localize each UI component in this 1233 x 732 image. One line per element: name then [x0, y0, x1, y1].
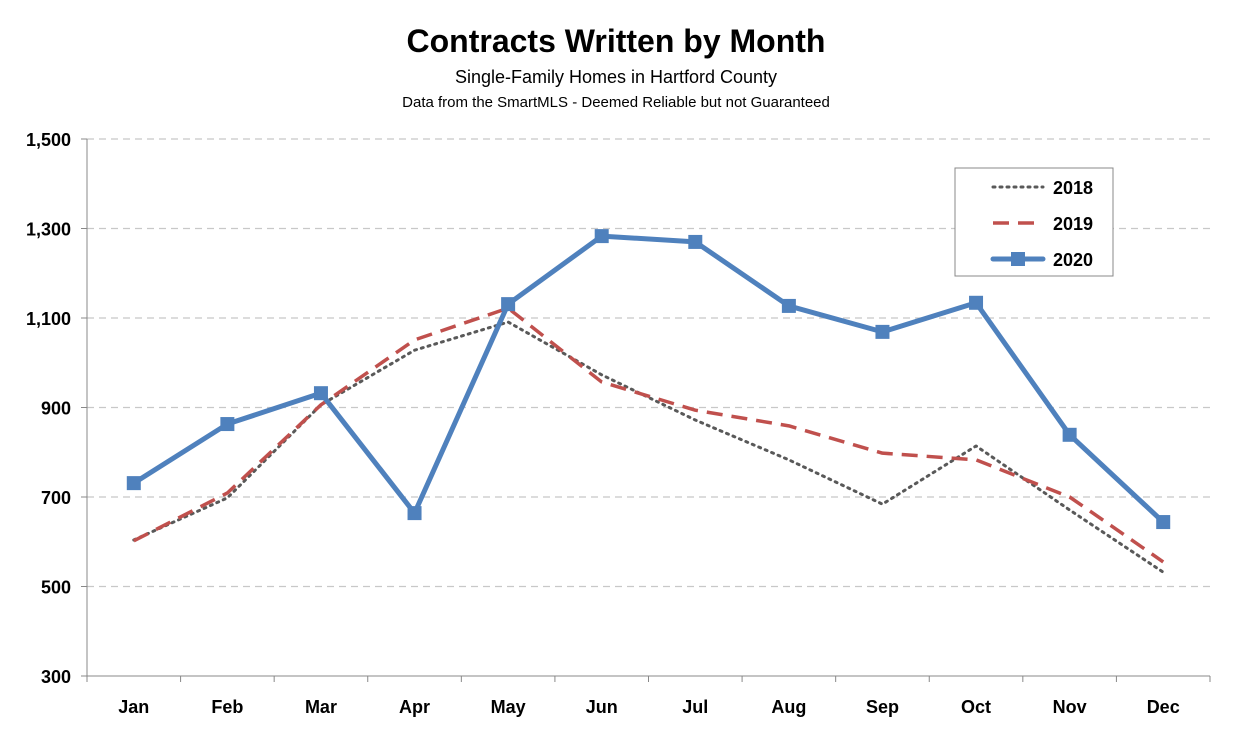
x-tick-label: May: [491, 697, 526, 717]
y-tick-label: 500: [41, 578, 71, 598]
data-point-2020: [501, 297, 516, 312]
data-point-2020: [688, 234, 703, 249]
chart-subtitle: Single-Family Homes in Hartford County: [455, 67, 777, 87]
y-tick-label: 900: [41, 399, 71, 419]
x-tick-label: Apr: [399, 697, 430, 717]
x-tick-label: Dec: [1147, 697, 1180, 717]
data-point-2020: [781, 298, 796, 313]
data-point-2020: [594, 229, 609, 244]
series-line-2020: [131, 233, 1166, 525]
x-tick-label: Feb: [211, 697, 243, 717]
data-point-2020: [875, 324, 890, 339]
x-tick-label: Oct: [961, 697, 991, 717]
chart-note: Data from the SmartMLS - Deemed Reliable…: [402, 94, 830, 111]
series-group: [126, 229, 1171, 574]
data-point-2020: [126, 476, 141, 491]
data-point-2020: [969, 295, 984, 310]
x-tick-label: Jul: [682, 697, 708, 717]
data-point-2020: [1062, 427, 1077, 442]
x-tick-label: Mar: [305, 697, 337, 717]
legend-marker-2020: [1011, 252, 1025, 266]
series-line-2019: [132, 306, 1165, 564]
data-point-2020: [407, 506, 422, 521]
chart-title: Contracts Written by Month: [407, 23, 826, 59]
y-tick-label: 700: [41, 488, 71, 508]
legend-label-2018: 2018: [1053, 178, 1093, 198]
y-tick-label: 1,100: [26, 309, 71, 329]
legend-label-2019: 2019: [1053, 214, 1093, 234]
data-point-2020: [1156, 515, 1171, 530]
data-point-2020: [220, 417, 235, 432]
y-tick-label: 300: [41, 667, 71, 687]
x-tick-label: Sep: [866, 697, 899, 717]
legend: 2018 2019 2020: [954, 167, 1114, 277]
x-tick-label: Jun: [586, 697, 618, 717]
y-tick-label: 1,500: [26, 130, 71, 150]
data-point-2020: [313, 386, 328, 401]
x-tick-label: Aug: [771, 697, 806, 717]
x-tick-label: Nov: [1053, 697, 1087, 717]
legend-label-2020: 2020: [1053, 250, 1093, 270]
axes: 300 500 700 900 1,100 1,300 1,500 Jan Feb Mar Apr M…: [26, 130, 1211, 717]
y-tick-label: 1,300: [26, 220, 71, 240]
x-tick-label: Jan: [118, 697, 149, 717]
series-line-2018: [132, 320, 1165, 574]
